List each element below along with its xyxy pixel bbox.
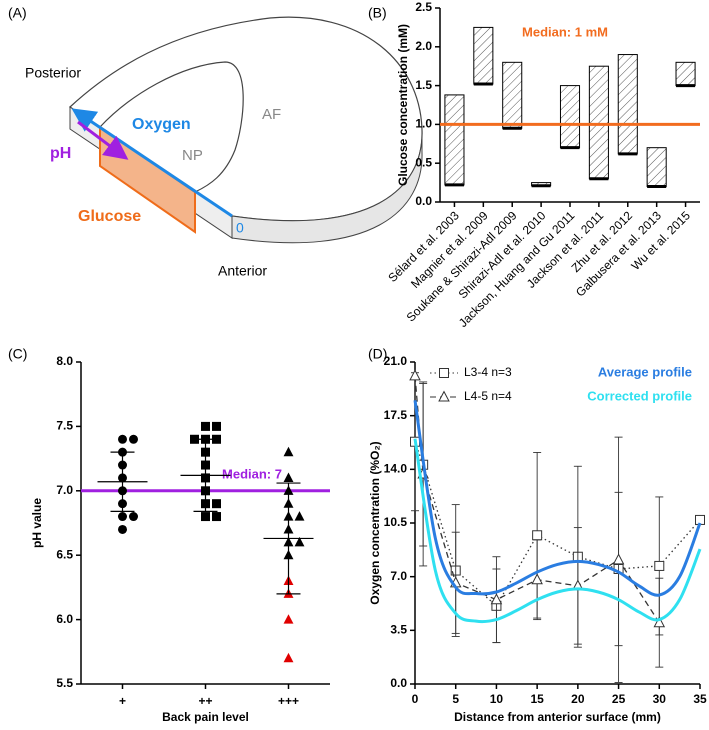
x-tick-label: Soukane & Shirazi-Adl 2009	[404, 208, 520, 324]
y-tick-label: 21.0	[384, 354, 408, 368]
marker	[212, 512, 221, 522]
anterior-label: Anterior	[218, 263, 267, 279]
panel-label: (D)	[368, 346, 387, 362]
series-line	[413, 438, 702, 624]
y-tick-label: 2.5	[415, 0, 432, 14]
y-tick-label: 0.5	[415, 155, 432, 169]
marker	[653, 616, 666, 628]
range-bar	[444, 94, 465, 186]
legend-label: Average profile	[598, 364, 692, 379]
y-tick-label: 0.0	[415, 194, 432, 208]
disc-diagram: (A) Posterior Oxygen AF NP pH Glucose 0 …	[8, 5, 423, 279]
range-bar	[559, 85, 581, 149]
y-tick-label: 1.0	[415, 117, 432, 131]
marker	[532, 530, 543, 541]
x-tick-label: 5	[452, 692, 459, 706]
y-tick-label: 17.5	[384, 408, 408, 422]
marker	[118, 434, 127, 444]
oxygen-line	[71, 108, 233, 218]
x-tick-label: 20	[571, 692, 585, 706]
range-bar	[473, 26, 494, 85]
marker	[294, 536, 305, 547]
marker	[118, 524, 127, 534]
y-tick-label: 3.5	[390, 623, 407, 637]
range-bar	[502, 61, 523, 129]
marker	[283, 472, 294, 482]
y-tick-label: 7.0	[56, 483, 73, 497]
legend-label: Corrected profile	[587, 388, 692, 403]
y-axis-title: Oxygen concentration (%O₂)	[368, 441, 382, 604]
x-axis-title: Distance from anterior surface (mm)	[454, 710, 661, 724]
y-tick-label: 7.5	[56, 419, 73, 433]
y-tick-label: 1.5	[415, 78, 432, 92]
range-bar	[675, 61, 696, 87]
marker	[201, 421, 210, 431]
series-line	[414, 375, 660, 624]
y-tick-label: 5.5	[56, 676, 73, 690]
x-tick-label: 10	[490, 692, 504, 706]
marker	[531, 573, 543, 585]
ph-arrow	[77, 120, 129, 160]
x-tick-label: 25	[612, 692, 626, 706]
x-tick-label: 0	[412, 692, 419, 706]
np-label: NP	[182, 147, 203, 164]
range-bar	[646, 147, 667, 187]
ph-label: pH	[50, 145, 71, 162]
y-tick-label: 2.0	[415, 39, 432, 53]
marker	[654, 560, 665, 571]
np-outline	[99, 61, 244, 193]
af-label: AF	[262, 106, 281, 123]
legend-label: L4-5 n=4	[464, 389, 512, 403]
marker	[612, 553, 625, 565]
marker	[294, 511, 305, 521]
y-axis-title: pH value	[30, 498, 44, 548]
origin-label: 0	[236, 220, 244, 236]
marker	[409, 369, 421, 381]
oxygen-label: Oxygen	[132, 116, 191, 133]
x-axis-title: Back pain level	[162, 710, 249, 724]
disc-top	[69, 16, 423, 222]
panel-label: (C)	[8, 346, 27, 362]
y-tick-label: 7.0	[390, 569, 407, 583]
range-bar	[617, 54, 638, 155]
x-tick-label: 15	[530, 692, 544, 706]
marker	[490, 593, 503, 605]
legend-label: L3-4 n=3	[464, 365, 512, 379]
marker	[118, 512, 127, 522]
panel-label: (A)	[8, 5, 27, 21]
x-tick-label: ++	[198, 694, 212, 708]
marker	[212, 421, 221, 431]
marker	[201, 512, 210, 522]
median-annotation: Median: 7	[222, 466, 282, 481]
marker	[283, 446, 294, 457]
marker	[129, 434, 138, 444]
range-bar	[588, 65, 609, 180]
marker	[439, 368, 449, 378]
x-tick-label: 35	[693, 692, 707, 706]
marker	[438, 390, 450, 402]
marker	[283, 652, 294, 663]
y-tick-label: 8.0	[56, 354, 73, 368]
glucose-label: Glucose	[78, 208, 141, 225]
series-line	[413, 400, 702, 597]
y-tick-label: 0.0	[390, 676, 407, 690]
x-tick-label: 30	[653, 692, 667, 706]
posterior-label: Posterior	[25, 65, 81, 81]
marker	[212, 499, 221, 509]
y-tick-label: 10.5	[384, 515, 408, 529]
median-annotation: Median: 1 mM	[522, 24, 608, 39]
panel-label: (B)	[368, 5, 387, 21]
x-tick-label: +	[119, 694, 126, 708]
y-tick-label: 6.5	[56, 547, 73, 561]
x-tick-label: +++	[278, 694, 299, 708]
y-tick-label: 6.0	[56, 612, 73, 626]
y-axis-title: Glucose concentration (mM)	[396, 24, 410, 186]
marker	[283, 614, 294, 624]
marker	[129, 512, 138, 522]
y-tick-label: 14.0	[384, 462, 408, 476]
